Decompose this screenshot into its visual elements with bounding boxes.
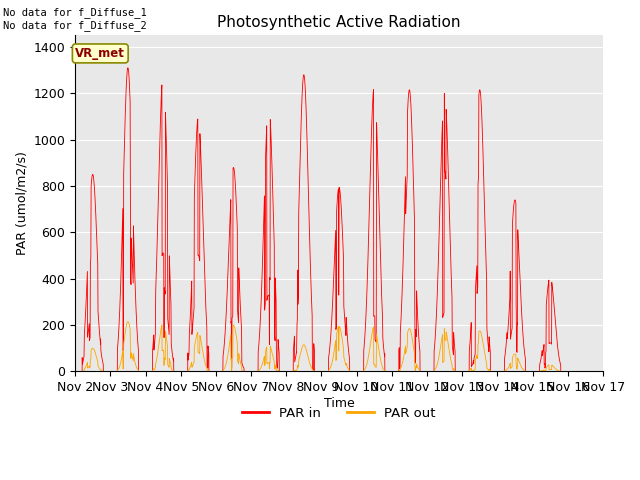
PAR in xyxy=(124,65,132,71)
Y-axis label: PAR (umol/m2/s): PAR (umol/m2/s) xyxy=(15,152,28,255)
PAR in xyxy=(71,369,79,374)
PAR in xyxy=(457,369,465,374)
Line: PAR in: PAR in xyxy=(75,68,603,372)
PAR out xyxy=(472,356,479,361)
PAR out xyxy=(71,369,79,374)
PAR in xyxy=(472,279,479,285)
PAR out xyxy=(251,369,259,374)
X-axis label: Time: Time xyxy=(324,397,355,410)
PAR out xyxy=(321,369,329,374)
Line: PAR out: PAR out xyxy=(75,322,603,372)
PAR in xyxy=(577,369,584,374)
PAR in xyxy=(251,369,259,374)
PAR out xyxy=(124,319,132,324)
PAR in xyxy=(599,369,607,374)
PAR in xyxy=(570,369,578,374)
Legend: PAR in, PAR out: PAR in, PAR out xyxy=(237,402,441,425)
Text: VR_met: VR_met xyxy=(76,47,125,60)
PAR in xyxy=(321,369,329,374)
PAR out xyxy=(570,369,578,374)
PAR out xyxy=(457,369,465,374)
Text: No data for f_Diffuse_1
No data for f_Diffuse_2: No data for f_Diffuse_1 No data for f_Di… xyxy=(3,7,147,31)
Title: Photosynthetic Active Radiation: Photosynthetic Active Radiation xyxy=(217,15,461,30)
PAR out xyxy=(599,369,607,374)
PAR out xyxy=(577,369,584,374)
